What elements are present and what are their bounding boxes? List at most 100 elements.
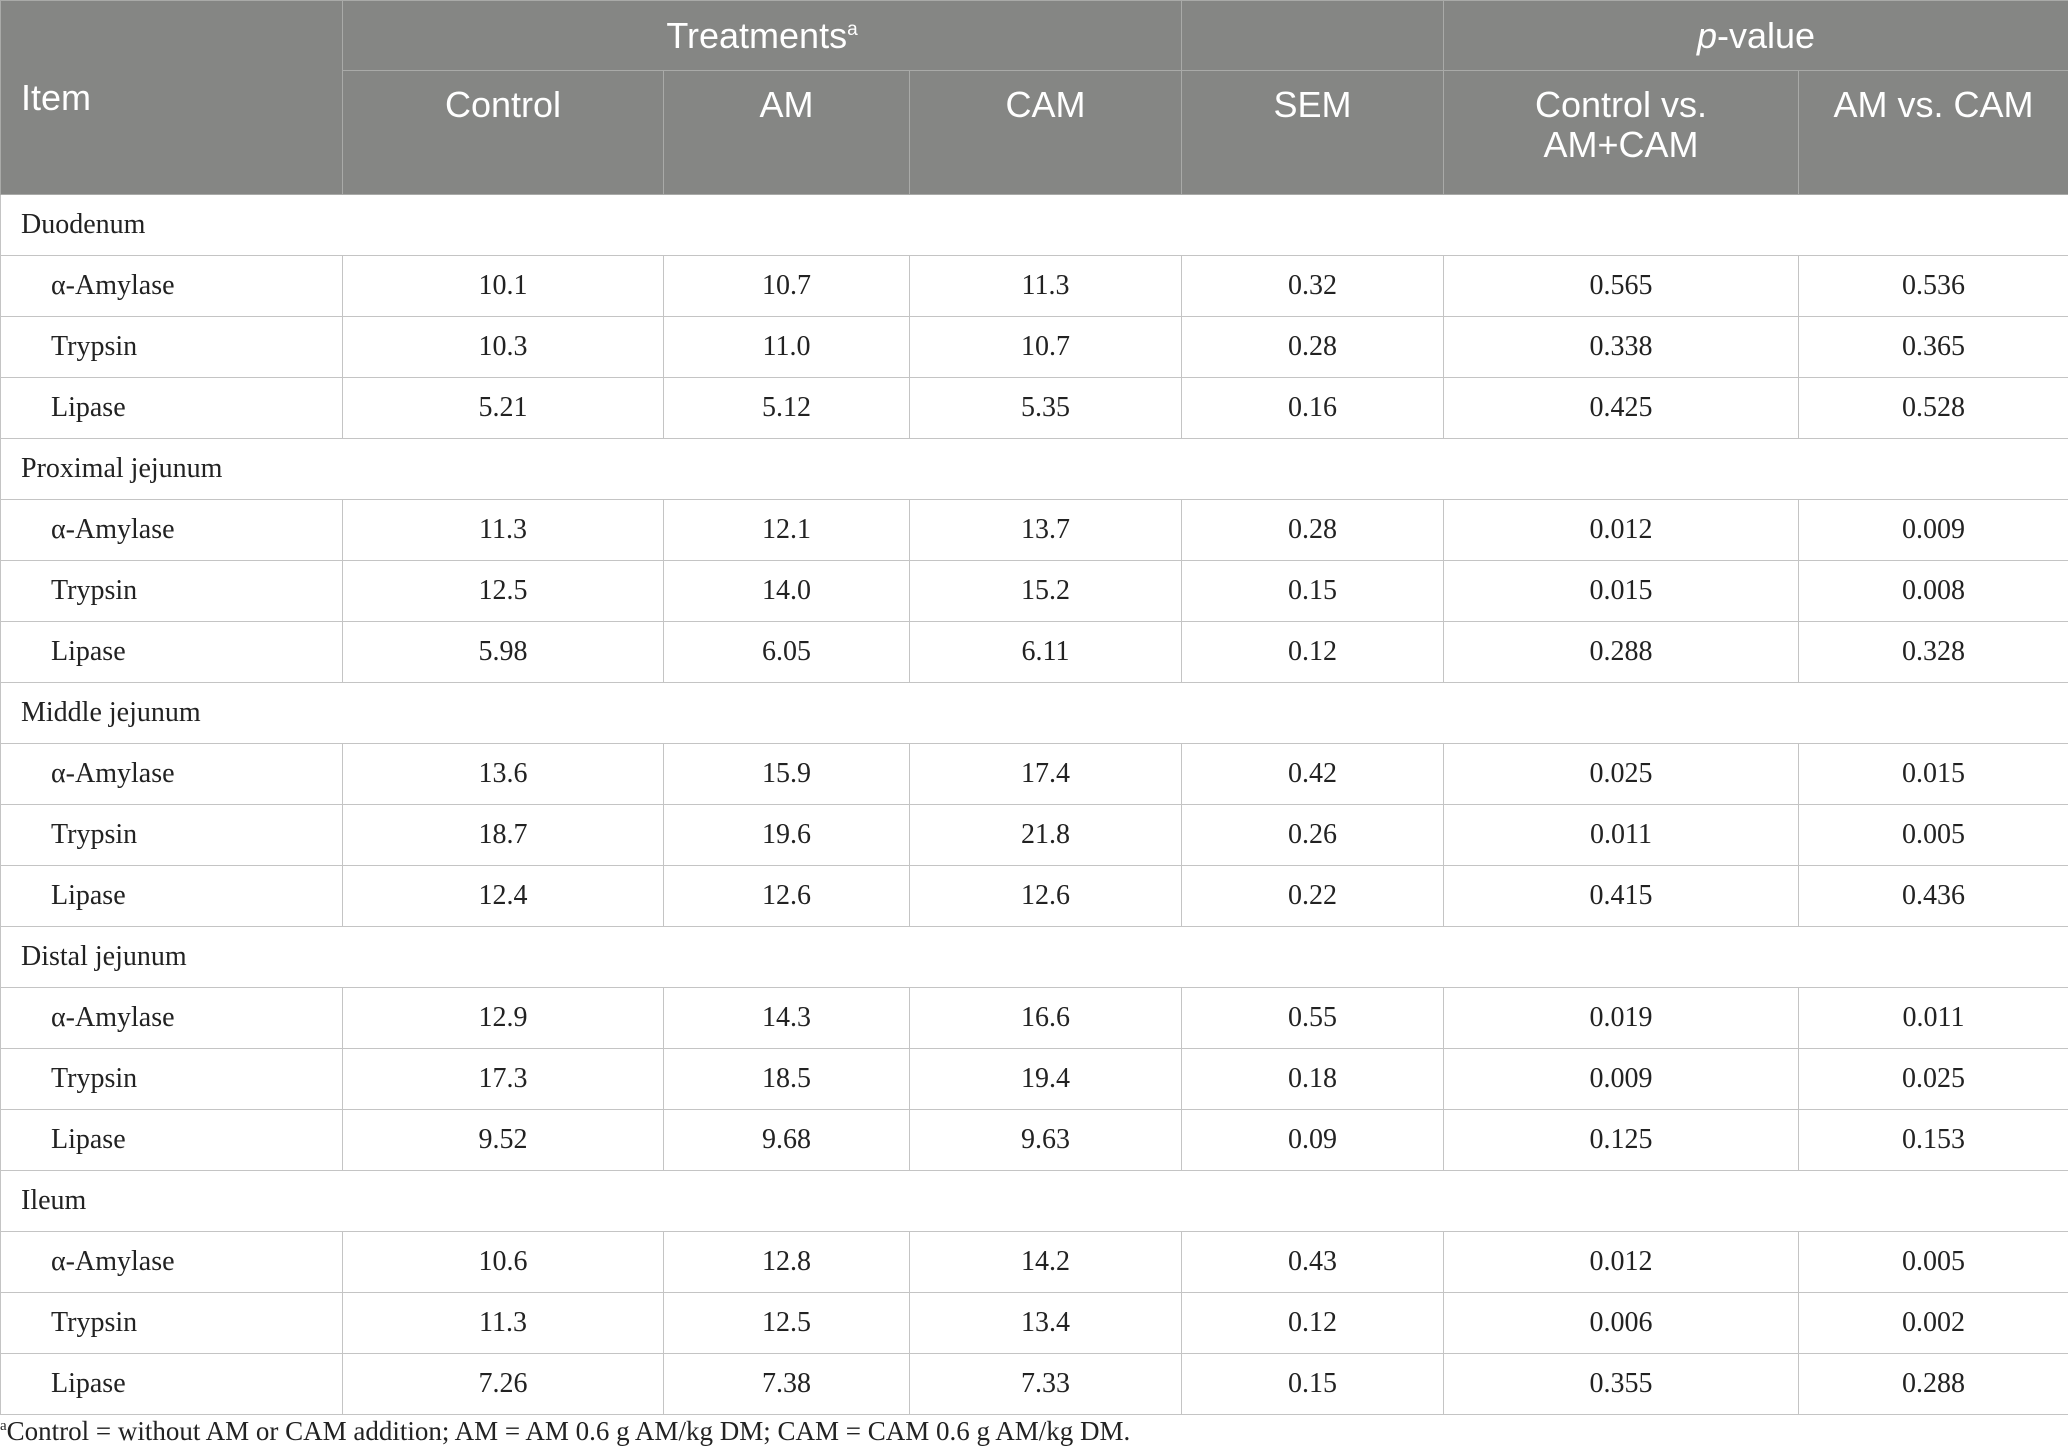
am-vs-cam-cell: 0.153 bbox=[1798, 1109, 2068, 1171]
sem-cell: 0.43 bbox=[1181, 1231, 1444, 1293]
control-cell: 17.3 bbox=[342, 1048, 664, 1110]
control-vs-am-cam-cell: 0.338 bbox=[1443, 316, 1799, 378]
pvalue-group-header: p-value bbox=[1443, 0, 2068, 71]
cam-cell: 9.63 bbox=[909, 1109, 1182, 1171]
table-row: α-Amylase 12.9 14.3 16.6 0.55 0.019 0.011 bbox=[0, 987, 2068, 1049]
data-table: Item Treatmentsa p-value Control AM CAM … bbox=[0, 0, 2068, 1415]
am-vs-cam-cell: 0.025 bbox=[1798, 1048, 2068, 1110]
am-vs-cam-cell: 0.005 bbox=[1798, 1231, 2068, 1293]
control-vs-am-cam-cell: 0.006 bbox=[1443, 1292, 1799, 1354]
am-cell: 9.68 bbox=[663, 1109, 910, 1171]
am-vs-cam-cell: 0.328 bbox=[1798, 621, 2068, 683]
cam-cell: 17.4 bbox=[909, 743, 1182, 805]
am-vs-cam-cell: 0.288 bbox=[1798, 1353, 2068, 1415]
am-column-header: AM bbox=[663, 70, 910, 195]
am-cell: 12.5 bbox=[663, 1292, 910, 1354]
control-vs-am-cam-cell: 0.019 bbox=[1443, 987, 1799, 1049]
am-cell: 14.0 bbox=[663, 560, 910, 622]
sem-cell: 0.22 bbox=[1181, 865, 1444, 927]
am-vs-cam-cell: 0.009 bbox=[1798, 499, 2068, 561]
am-cell: 18.5 bbox=[663, 1048, 910, 1110]
control-cell: 12.5 bbox=[342, 560, 664, 622]
item-cell: α-Amylase bbox=[0, 987, 343, 1049]
table-body: Duodenum α-Amylase 10.1 10.7 11.3 0.32 0.565 0.… bbox=[0, 194, 2068, 1415]
cam-cell: 11.3 bbox=[909, 255, 1182, 317]
control-cell: 12.9 bbox=[342, 987, 664, 1049]
table-row: Lipase 5.98 6.05 6.11 0.12 0.288 0.328 bbox=[0, 621, 2068, 683]
am-vs-cam-cell: 0.015 bbox=[1798, 743, 2068, 805]
control-vs-am-cam-cell: 0.125 bbox=[1443, 1109, 1799, 1171]
section-label: Distal jejunum bbox=[0, 926, 2068, 988]
cam-cell: 7.33 bbox=[909, 1353, 1182, 1415]
sem-cell: 0.32 bbox=[1181, 255, 1444, 317]
control-vs-am-cam-column-header: Control vs. AM+CAM bbox=[1443, 70, 1799, 195]
control-cell: 10.6 bbox=[342, 1231, 664, 1293]
control-vs-line1: Control vs. bbox=[1534, 84, 1708, 125]
am-cell: 6.05 bbox=[663, 621, 910, 683]
item-cell: Lipase bbox=[0, 377, 343, 439]
table-row: α-Amylase 13.6 15.9 17.4 0.42 0.025 0.015 bbox=[0, 743, 2068, 805]
cam-cell: 21.8 bbox=[909, 804, 1182, 866]
item-cell: Trypsin bbox=[0, 316, 343, 378]
control-vs-am-cam-cell: 0.012 bbox=[1443, 1231, 1799, 1293]
control-cell: 7.26 bbox=[342, 1353, 664, 1415]
table-header: Item Treatmentsa p-value Control AM CAM … bbox=[0, 0, 2068, 195]
control-cell: 11.3 bbox=[342, 1292, 664, 1354]
item-cell: Trypsin bbox=[0, 560, 343, 622]
cam-column-header: CAM bbox=[909, 70, 1182, 195]
item-cell: Trypsin bbox=[0, 804, 343, 866]
sem-column-header: SEM bbox=[1181, 70, 1444, 195]
control-vs-am-cam-cell: 0.565 bbox=[1443, 255, 1799, 317]
table-row: α-Amylase 10.1 10.7 11.3 0.32 0.565 0.536 bbox=[0, 255, 2068, 317]
item-cell: α-Amylase bbox=[0, 255, 343, 317]
section-row: Middle jejunum bbox=[0, 682, 2068, 744]
control-cell: 10.1 bbox=[342, 255, 664, 317]
treatments-group-header: Treatmentsa bbox=[342, 0, 1182, 71]
control-cell: 5.21 bbox=[342, 377, 664, 439]
table-row: Lipase 5.21 5.12 5.35 0.16 0.425 0.528 bbox=[0, 377, 2068, 439]
table-row: Trypsin 12.5 14.0 15.2 0.15 0.015 0.008 bbox=[0, 560, 2068, 622]
section-row: Distal jejunum bbox=[0, 926, 2068, 988]
am-cell: 14.3 bbox=[663, 987, 910, 1049]
sem-cell: 0.18 bbox=[1181, 1048, 1444, 1110]
am-cell: 12.6 bbox=[663, 865, 910, 927]
item-column-header: Item bbox=[0, 0, 343, 195]
am-vs-cam-cell: 0.436 bbox=[1798, 865, 2068, 927]
cam-cell: 19.4 bbox=[909, 1048, 1182, 1110]
cam-cell: 5.35 bbox=[909, 377, 1182, 439]
footnote-marker: a bbox=[0, 1418, 7, 1434]
control-vs-am-cam-cell: 0.415 bbox=[1443, 865, 1799, 927]
footnote-text: Control = without AM or CAM addition; AM… bbox=[6, 1416, 1131, 1446]
table-row: Lipase 12.4 12.6 12.6 0.22 0.415 0.436 bbox=[0, 865, 2068, 927]
control-cell: 13.6 bbox=[342, 743, 664, 805]
item-cell: α-Amylase bbox=[0, 743, 343, 805]
sem-cell: 0.12 bbox=[1181, 1292, 1444, 1354]
section-row: Ileum bbox=[0, 1170, 2068, 1232]
am-cell: 19.6 bbox=[663, 804, 910, 866]
control-cell: 18.7 bbox=[342, 804, 664, 866]
sem-cell: 0.28 bbox=[1181, 499, 1444, 561]
sem-cell: 0.15 bbox=[1181, 560, 1444, 622]
sem-cell: 0.28 bbox=[1181, 316, 1444, 378]
am-cell: 5.12 bbox=[663, 377, 910, 439]
am-vs-cam-cell: 0.005 bbox=[1798, 804, 2068, 866]
control-vs-am-cam-cell: 0.009 bbox=[1443, 1048, 1799, 1110]
am-vs-cam-cell: 0.536 bbox=[1798, 255, 2068, 317]
control-cell: 11.3 bbox=[342, 499, 664, 561]
item-cell: Lipase bbox=[0, 865, 343, 927]
cam-cell: 16.6 bbox=[909, 987, 1182, 1049]
sem-cell: 0.12 bbox=[1181, 621, 1444, 683]
am-vs-cam-cell: 0.008 bbox=[1798, 560, 2068, 622]
item-cell: Lipase bbox=[0, 1109, 343, 1171]
table-row: Lipase 7.26 7.38 7.33 0.15 0.355 0.288 bbox=[0, 1353, 2068, 1415]
section-row: Proximal jejunum bbox=[0, 438, 2068, 500]
am-cell: 11.0 bbox=[663, 316, 910, 378]
control-cell: 10.3 bbox=[342, 316, 664, 378]
control-cell: 9.52 bbox=[342, 1109, 664, 1171]
am-cell: 12.1 bbox=[663, 499, 910, 561]
table-row: Trypsin 17.3 18.5 19.4 0.18 0.009 0.025 bbox=[0, 1048, 2068, 1110]
am-cell: 12.8 bbox=[663, 1231, 910, 1293]
control-cell: 5.98 bbox=[342, 621, 664, 683]
table-row: Lipase 9.52 9.68 9.63 0.09 0.125 0.153 bbox=[0, 1109, 2068, 1171]
section-row: Duodenum bbox=[0, 194, 2068, 256]
